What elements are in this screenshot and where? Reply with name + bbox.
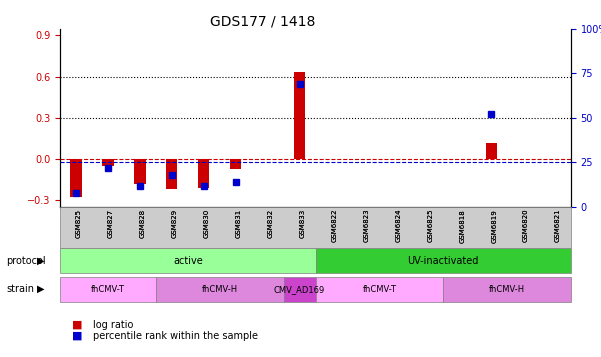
Text: GSM825: GSM825: [76, 209, 82, 238]
Text: percentile rank within the sample: percentile rank within the sample: [93, 331, 258, 341]
Text: GSM6820: GSM6820: [523, 209, 529, 242]
Text: GSM829: GSM829: [172, 209, 178, 238]
Bar: [70, 159, 82, 197]
Text: GSM6825: GSM6825: [427, 209, 433, 242]
Text: GSM6823: GSM6823: [364, 209, 370, 242]
Text: ▶: ▶: [37, 284, 44, 294]
Text: GSM6825: GSM6825: [427, 209, 433, 242]
Text: GSM6823: GSM6823: [364, 209, 370, 242]
Text: GSM6821: GSM6821: [555, 209, 561, 242]
Text: protocol: protocol: [6, 256, 46, 266]
Bar: [135, 159, 145, 184]
Bar: [230, 159, 241, 169]
Text: GSM827: GSM827: [108, 209, 114, 238]
Text: active: active: [173, 256, 203, 266]
Text: CMV_AD169: CMV_AD169: [274, 285, 325, 294]
Text: GSM6822: GSM6822: [332, 209, 338, 242]
Text: GSM6822: GSM6822: [332, 209, 338, 242]
Bar: [102, 159, 114, 166]
Text: GSM825: GSM825: [76, 209, 82, 238]
Text: GSM6820: GSM6820: [523, 209, 529, 242]
Text: GSM830: GSM830: [204, 209, 210, 238]
Text: fhCMV-T: fhCMV-T: [91, 285, 125, 294]
Bar: [294, 72, 305, 159]
Text: GSM832: GSM832: [267, 209, 273, 238]
Text: GSM831: GSM831: [236, 209, 242, 238]
Text: GSM6824: GSM6824: [395, 209, 401, 242]
Text: GSM6818: GSM6818: [459, 209, 465, 243]
Text: UV-inactivated: UV-inactivated: [407, 256, 479, 266]
Text: GSM833: GSM833: [299, 209, 305, 238]
Bar: [166, 159, 177, 189]
Text: GSM832: GSM832: [267, 209, 273, 238]
Text: GSM833: GSM833: [299, 209, 305, 238]
Text: GSM828: GSM828: [140, 209, 146, 238]
Text: GSM829: GSM829: [172, 209, 178, 238]
Text: GSM830: GSM830: [204, 209, 210, 238]
Text: GSM6824: GSM6824: [395, 209, 401, 242]
Bar: [486, 142, 496, 159]
Text: log ratio: log ratio: [93, 320, 133, 330]
Text: GDS177 / 1418: GDS177 / 1418: [210, 14, 316, 28]
Text: ■: ■: [72, 320, 82, 330]
Text: fhCMV-H: fhCMV-H: [489, 285, 525, 294]
Text: fhCMV-T: fhCMV-T: [362, 285, 397, 294]
Text: ■: ■: [72, 331, 82, 341]
Text: strain: strain: [6, 284, 34, 294]
Text: GSM6821: GSM6821: [555, 209, 561, 242]
Text: GSM827: GSM827: [108, 209, 114, 238]
Text: GSM6818: GSM6818: [459, 209, 465, 243]
Text: fhCMV-H: fhCMV-H: [202, 285, 238, 294]
Text: GSM6819: GSM6819: [491, 209, 497, 243]
Text: GSM831: GSM831: [236, 209, 242, 238]
Text: GSM6819: GSM6819: [491, 209, 497, 243]
Text: GSM828: GSM828: [140, 209, 146, 238]
Text: ▶: ▶: [37, 256, 44, 266]
Bar: [198, 159, 209, 188]
